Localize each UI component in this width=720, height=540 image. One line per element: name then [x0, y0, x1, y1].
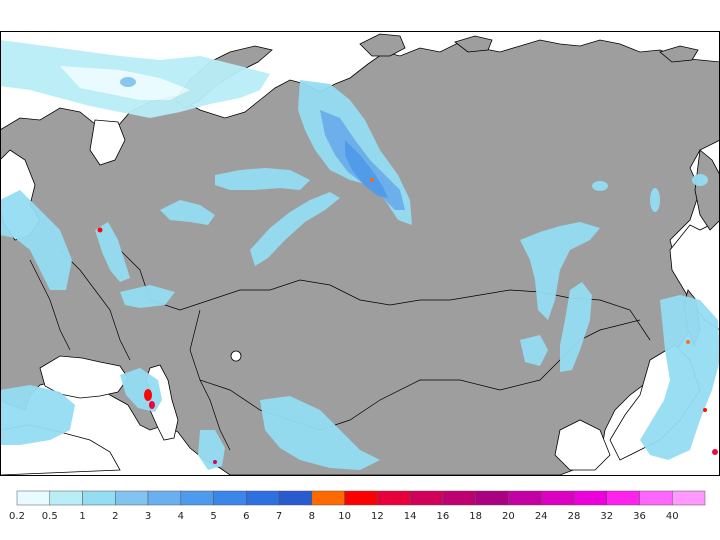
legend-label: 0.5	[42, 511, 58, 522]
precipitation-legend: 0.2 0.5 1 2 3 4 5 6 7 8 10 12 14 16 18 20 24 28 32 36 40	[9, 490, 706, 522]
severnaya-zemlya	[359, 33, 406, 57]
legend-swatch	[344, 490, 378, 506]
legend-label: 18	[469, 511, 482, 522]
legend-swatch	[311, 490, 345, 506]
arctic-island-east	[659, 45, 699, 63]
legend-label: 40	[666, 511, 679, 522]
legend-swatch	[573, 490, 607, 506]
legend-label: 32	[600, 511, 613, 522]
legend-label: 36	[633, 511, 646, 522]
legend-swatch	[671, 490, 706, 506]
legend-label: 6	[243, 511, 249, 522]
legend-label: 5	[210, 511, 216, 522]
new-siberian-islands	[454, 35, 493, 53]
legend-label: 3	[145, 511, 151, 522]
legend-swatch	[540, 490, 575, 506]
legend-label: 7	[276, 511, 282, 522]
legend-swatch	[278, 490, 313, 506]
legend-swatch	[442, 490, 476, 506]
legend-label: 1	[79, 511, 85, 522]
legend-label: 24	[535, 511, 548, 522]
legend-swatch	[16, 490, 51, 506]
legend-swatch	[377, 490, 411, 506]
legend-swatch	[115, 490, 149, 506]
legend-swatch	[180, 490, 214, 506]
legend-label: 0.2	[9, 511, 25, 522]
kamchatka	[694, 149, 720, 231]
legend-swatch	[475, 490, 509, 506]
legend-label: 16	[437, 511, 450, 522]
legend-swatch	[82, 490, 116, 506]
legend-label: 2	[112, 511, 118, 522]
legend-swatch	[639, 490, 673, 506]
aral-sea	[230, 350, 242, 362]
legend-label: 20	[502, 511, 515, 522]
legend-label: 14	[404, 511, 417, 522]
legend-label: 4	[178, 511, 184, 522]
legend-swatch	[213, 490, 247, 506]
legend-swatch	[147, 490, 182, 506]
legend-label: 8	[309, 511, 315, 522]
legend-label: 28	[568, 511, 581, 522]
legend-swatch	[508, 490, 542, 506]
legend-swatch	[409, 490, 444, 506]
precipitation-overlay	[0, 40, 720, 470]
legend-swatch	[606, 490, 640, 506]
legend-label: 12	[371, 511, 384, 522]
legend-swatch	[49, 490, 83, 506]
legend-swatch	[246, 490, 280, 506]
white-sea	[89, 119, 126, 166]
yellow-sea	[554, 419, 611, 471]
legend-label: 10	[338, 511, 351, 522]
